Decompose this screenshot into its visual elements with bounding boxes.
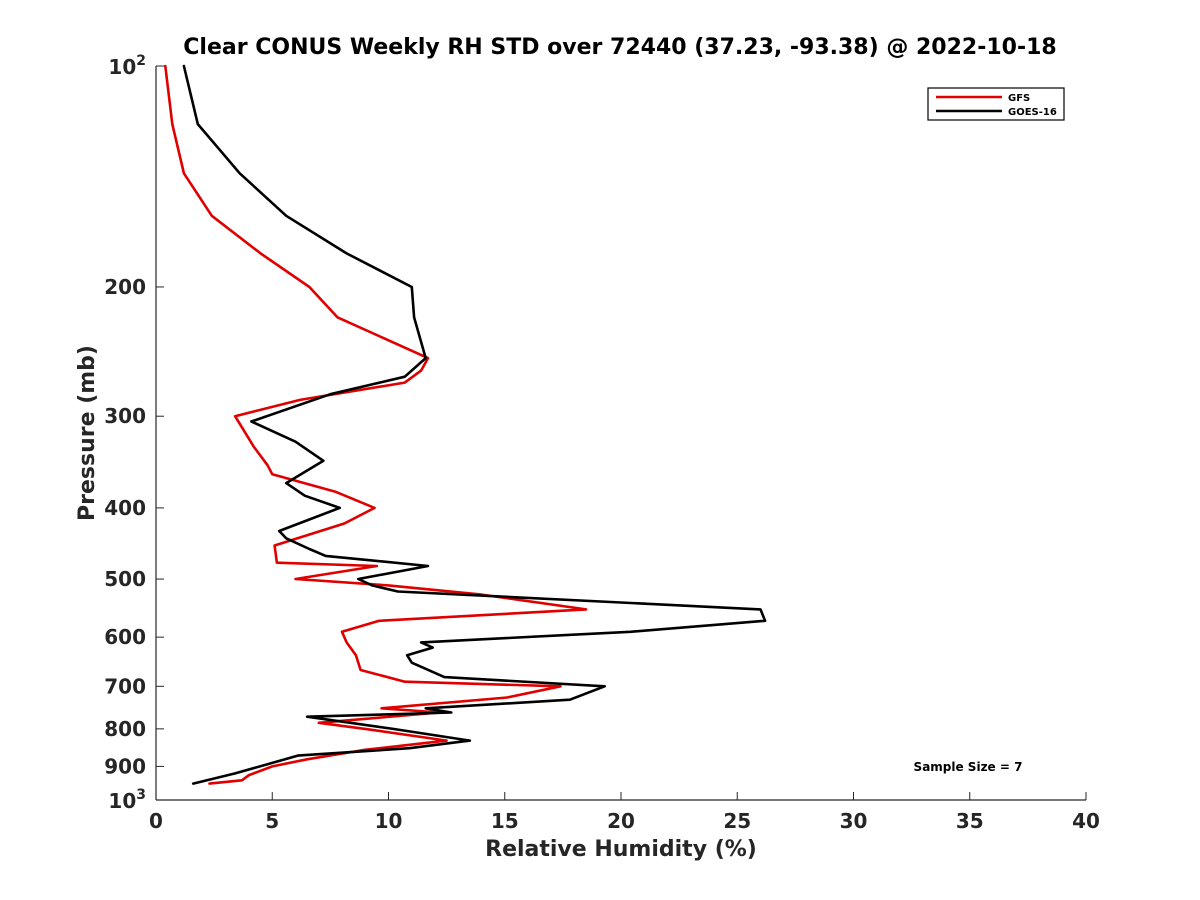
x-tick-label: 35 [956,809,984,833]
y-tick-label: 700 [104,674,146,698]
legend-box [927,87,1065,121]
x-axis-title: Relative Humidity (%) [485,837,757,862]
sample-size-annotation: Sample Size = 7 [914,760,1023,774]
series-line-gfs [164,64,588,785]
x-tick-label: 0 [149,809,163,833]
x-tick-label: 40 [1072,809,1100,833]
y-tick-label: 500 [104,567,146,591]
legend-label: GFS [1008,93,1030,104]
chart-title: Clear CONUS Weekly RH STD over 72440 (37… [183,35,1056,60]
x-tick-label: 10 [375,809,403,833]
y-tick-label: 200 [104,275,146,299]
x-tick-label: 5 [265,809,279,833]
y-axis-title: Pressure (mb) [75,345,100,521]
y-tick-label-power: 103 [108,787,146,813]
x-tick-label: 30 [840,809,868,833]
y-tick-label-power: 102 [108,53,146,79]
x-tick-label: 25 [723,809,751,833]
y-tick-label: 300 [104,404,146,428]
x-tick-label: 15 [491,809,519,833]
y-tick-label: 900 [104,754,146,778]
legend-label: GOES-16 [1008,107,1057,118]
x-tick-label: 20 [607,809,635,833]
y-tick-label: 800 [104,717,146,741]
y-tick-label: 400 [104,496,146,520]
legend: GFS GOES-16 [927,87,1065,121]
x-ticks: 0 5 10 15 20 25 30 35 40 [149,792,1100,833]
y-tick-label: 600 [104,625,146,649]
series-line-goes-16 [182,64,767,785]
y-ticks: 200 300 400 500 600 700 800 900 102 103 [104,53,164,813]
series-group [164,64,767,785]
